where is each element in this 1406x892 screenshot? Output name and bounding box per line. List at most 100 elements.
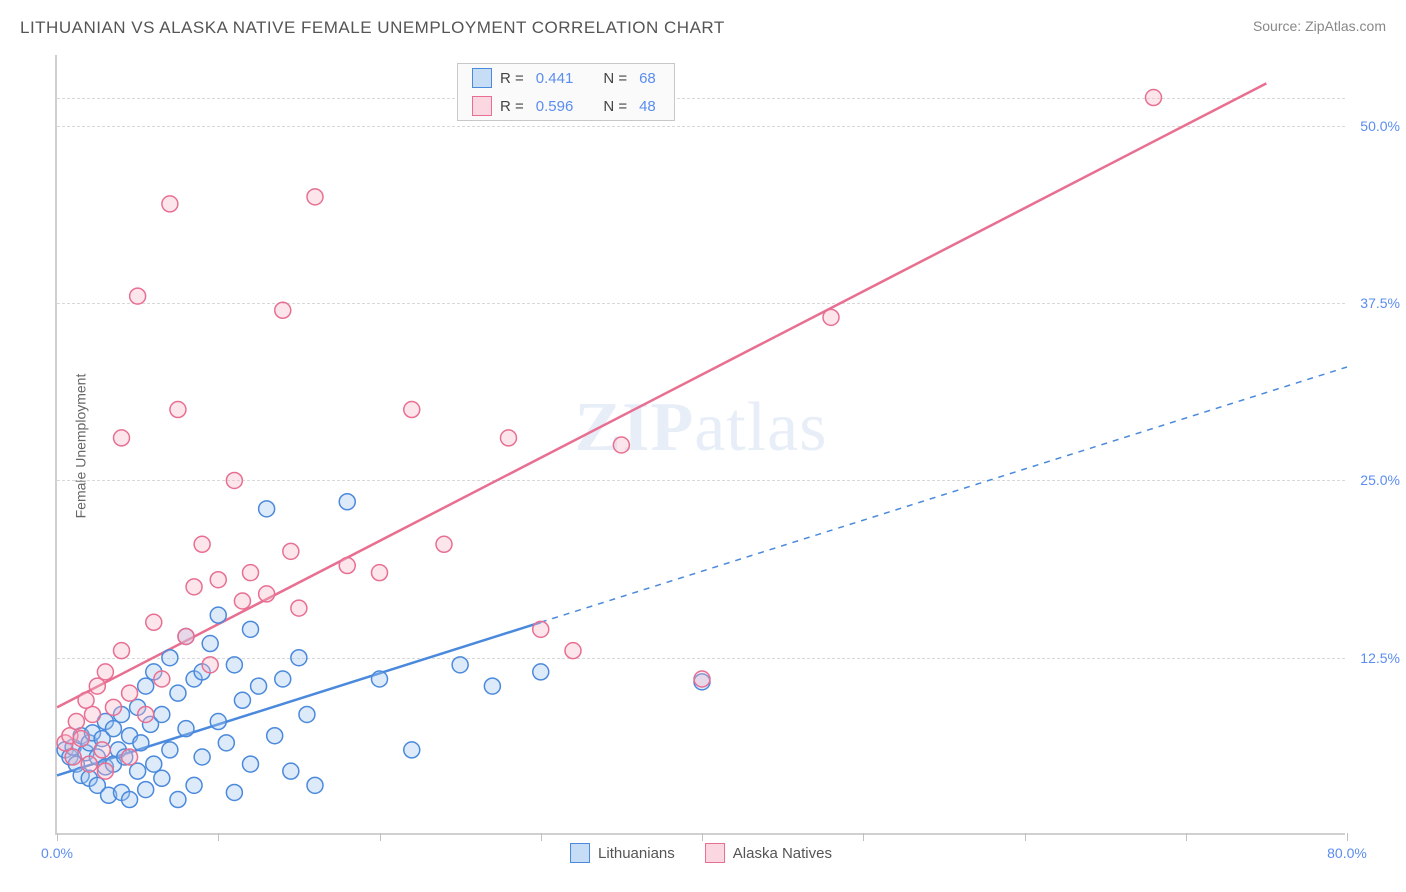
legend-series-label: Lithuanians	[598, 845, 675, 862]
legend-swatch-icon	[705, 843, 725, 863]
legend-n-label: N =	[603, 70, 627, 87]
data-point	[138, 706, 154, 722]
data-point	[170, 792, 186, 808]
data-point	[194, 749, 210, 765]
legend-series-item: Alaska Natives	[705, 843, 832, 863]
data-point	[823, 309, 839, 325]
x-tick	[1186, 833, 1187, 841]
data-point	[226, 657, 242, 673]
data-point	[105, 699, 121, 715]
data-point	[452, 657, 468, 673]
legend-r-value: 0.441	[536, 70, 574, 87]
x-tick	[1025, 833, 1026, 841]
data-point	[218, 735, 234, 751]
x-tick	[541, 833, 542, 841]
trend-line	[57, 83, 1266, 707]
data-point	[122, 685, 138, 701]
data-point	[170, 402, 186, 418]
data-point	[243, 621, 259, 637]
data-point	[186, 777, 202, 793]
data-point	[404, 402, 420, 418]
data-point	[154, 671, 170, 687]
legend-correlation-row: R =0.441N =68	[458, 64, 674, 92]
data-point	[234, 593, 250, 609]
data-point	[613, 437, 629, 453]
y-tick-label: 25.0%	[1360, 472, 1400, 488]
scatter-svg	[57, 55, 1345, 833]
legend-series: Lithuanians Alaska Natives	[570, 843, 832, 863]
data-point	[170, 685, 186, 701]
x-tick-label: 0.0%	[41, 845, 73, 861]
x-tick	[702, 833, 703, 841]
x-tick	[218, 833, 219, 841]
x-tick	[57, 833, 58, 841]
data-point	[162, 742, 178, 758]
chart-title: LITHUANIAN VS ALASKA NATIVE FEMALE UNEMP…	[20, 18, 725, 38]
data-point	[146, 614, 162, 630]
legend-correlation-row: R = 0.596 N = 48	[458, 92, 674, 120]
data-point	[73, 731, 89, 747]
legend-r-value: 0.596	[536, 98, 574, 115]
data-point	[210, 607, 226, 623]
legend-series-label: Alaska Natives	[733, 845, 832, 862]
legend-correlation: R = 0.441 N = 68 R = 0.596 N = 48	[457, 63, 675, 121]
source-attribution: Source: ZipAtlas.com	[1253, 18, 1386, 34]
data-point	[259, 501, 275, 517]
data-point	[89, 678, 105, 694]
data-point	[97, 763, 113, 779]
data-point	[275, 671, 291, 687]
data-point	[154, 770, 170, 786]
x-tick	[380, 833, 381, 841]
data-point	[436, 536, 452, 552]
data-point	[146, 756, 162, 772]
legend-swatch-icon	[472, 96, 492, 116]
data-point	[186, 579, 202, 595]
data-point	[122, 749, 138, 765]
x-tick	[863, 833, 864, 841]
data-point	[210, 714, 226, 730]
data-point	[84, 706, 100, 722]
data-point	[114, 430, 130, 446]
legend-n-value: 48	[639, 98, 656, 115]
data-point	[484, 678, 500, 694]
data-point	[565, 643, 581, 659]
data-point	[210, 572, 226, 588]
data-point	[307, 189, 323, 205]
data-point	[501, 430, 517, 446]
legend-r-label: R =	[500, 98, 524, 115]
data-point	[234, 692, 250, 708]
data-point	[178, 721, 194, 737]
data-point	[372, 565, 388, 581]
data-point	[154, 706, 170, 722]
data-point	[94, 742, 110, 758]
data-point	[339, 494, 355, 510]
data-point	[226, 784, 242, 800]
data-point	[202, 657, 218, 673]
legend-series-item: Lithuanians	[570, 843, 675, 863]
data-point	[178, 628, 194, 644]
data-point	[138, 782, 154, 798]
data-point	[533, 621, 549, 637]
plot-area: ZIPatlas 12.5%25.0%37.5%50.0% 0.0%80.0% …	[55, 55, 1345, 835]
x-tick	[1347, 833, 1348, 841]
data-point	[1146, 90, 1162, 106]
data-point	[259, 586, 275, 602]
data-point	[81, 756, 97, 772]
data-point	[291, 650, 307, 666]
legend-n-value: 68	[639, 70, 656, 87]
y-tick-label: 50.0%	[1360, 118, 1400, 134]
data-point	[68, 714, 84, 730]
data-point	[138, 678, 154, 694]
data-point	[251, 678, 267, 694]
legend-n-label: N =	[603, 98, 627, 115]
data-point	[65, 749, 81, 765]
data-point	[299, 706, 315, 722]
data-point	[267, 728, 283, 744]
data-point	[404, 742, 420, 758]
data-point	[105, 721, 121, 737]
data-point	[194, 536, 210, 552]
data-point	[275, 302, 291, 318]
data-point	[372, 671, 388, 687]
data-point	[122, 792, 138, 808]
data-point	[307, 777, 323, 793]
